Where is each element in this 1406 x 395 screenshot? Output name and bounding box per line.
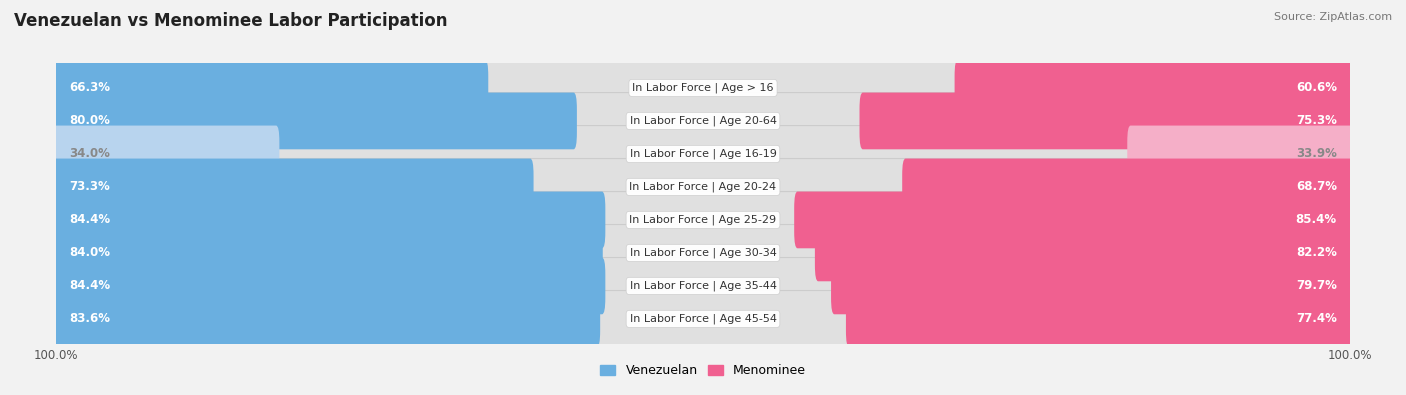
Text: 33.9%: 33.9%: [1296, 147, 1337, 160]
FancyBboxPatch shape: [53, 291, 600, 347]
FancyBboxPatch shape: [955, 60, 1353, 116]
FancyBboxPatch shape: [53, 126, 1353, 182]
Text: In Labor Force | Age 20-24: In Labor Force | Age 20-24: [630, 182, 776, 192]
Text: In Labor Force | Age 20-64: In Labor Force | Age 20-64: [630, 116, 776, 126]
Text: 73.3%: 73.3%: [69, 181, 110, 194]
Text: In Labor Force | Age 25-29: In Labor Force | Age 25-29: [630, 214, 776, 225]
FancyBboxPatch shape: [53, 158, 1353, 215]
Text: 66.3%: 66.3%: [69, 81, 110, 94]
Text: In Labor Force | Age 16-19: In Labor Force | Age 16-19: [630, 149, 776, 159]
Text: In Labor Force | Age 45-54: In Labor Force | Age 45-54: [630, 314, 776, 324]
Legend: Venezuelan, Menominee: Venezuelan, Menominee: [595, 359, 811, 382]
Text: In Labor Force | Age 35-44: In Labor Force | Age 35-44: [630, 281, 776, 291]
Text: 75.3%: 75.3%: [1296, 115, 1337, 128]
Text: In Labor Force | Age 30-34: In Labor Force | Age 30-34: [630, 248, 776, 258]
FancyBboxPatch shape: [53, 60, 488, 116]
FancyBboxPatch shape: [53, 92, 1353, 149]
Text: 83.6%: 83.6%: [69, 312, 110, 325]
FancyBboxPatch shape: [831, 258, 1353, 314]
FancyBboxPatch shape: [815, 224, 1353, 281]
FancyBboxPatch shape: [53, 258, 1353, 314]
Text: Source: ZipAtlas.com: Source: ZipAtlas.com: [1274, 12, 1392, 22]
FancyBboxPatch shape: [53, 60, 1353, 116]
FancyBboxPatch shape: [53, 92, 576, 149]
FancyBboxPatch shape: [53, 158, 533, 215]
Text: Venezuelan vs Menominee Labor Participation: Venezuelan vs Menominee Labor Participat…: [14, 12, 447, 30]
FancyBboxPatch shape: [794, 192, 1353, 248]
Text: In Labor Force | Age > 16: In Labor Force | Age > 16: [633, 83, 773, 93]
FancyBboxPatch shape: [903, 158, 1353, 215]
Text: 84.4%: 84.4%: [69, 279, 110, 292]
Text: 77.4%: 77.4%: [1296, 312, 1337, 325]
FancyBboxPatch shape: [53, 126, 280, 182]
Text: 68.7%: 68.7%: [1296, 181, 1337, 194]
Text: 84.0%: 84.0%: [69, 246, 110, 260]
Text: 34.0%: 34.0%: [69, 147, 110, 160]
Text: 79.7%: 79.7%: [1296, 279, 1337, 292]
FancyBboxPatch shape: [53, 224, 603, 281]
FancyBboxPatch shape: [1128, 126, 1353, 182]
FancyBboxPatch shape: [53, 291, 1353, 347]
Text: 84.4%: 84.4%: [69, 213, 110, 226]
FancyBboxPatch shape: [53, 192, 1353, 248]
Text: 60.6%: 60.6%: [1296, 81, 1337, 94]
Text: 82.2%: 82.2%: [1296, 246, 1337, 260]
FancyBboxPatch shape: [846, 291, 1353, 347]
FancyBboxPatch shape: [859, 92, 1353, 149]
Text: 80.0%: 80.0%: [69, 115, 110, 128]
FancyBboxPatch shape: [53, 192, 606, 248]
Text: 85.4%: 85.4%: [1296, 213, 1337, 226]
FancyBboxPatch shape: [53, 258, 606, 314]
FancyBboxPatch shape: [53, 224, 1353, 281]
